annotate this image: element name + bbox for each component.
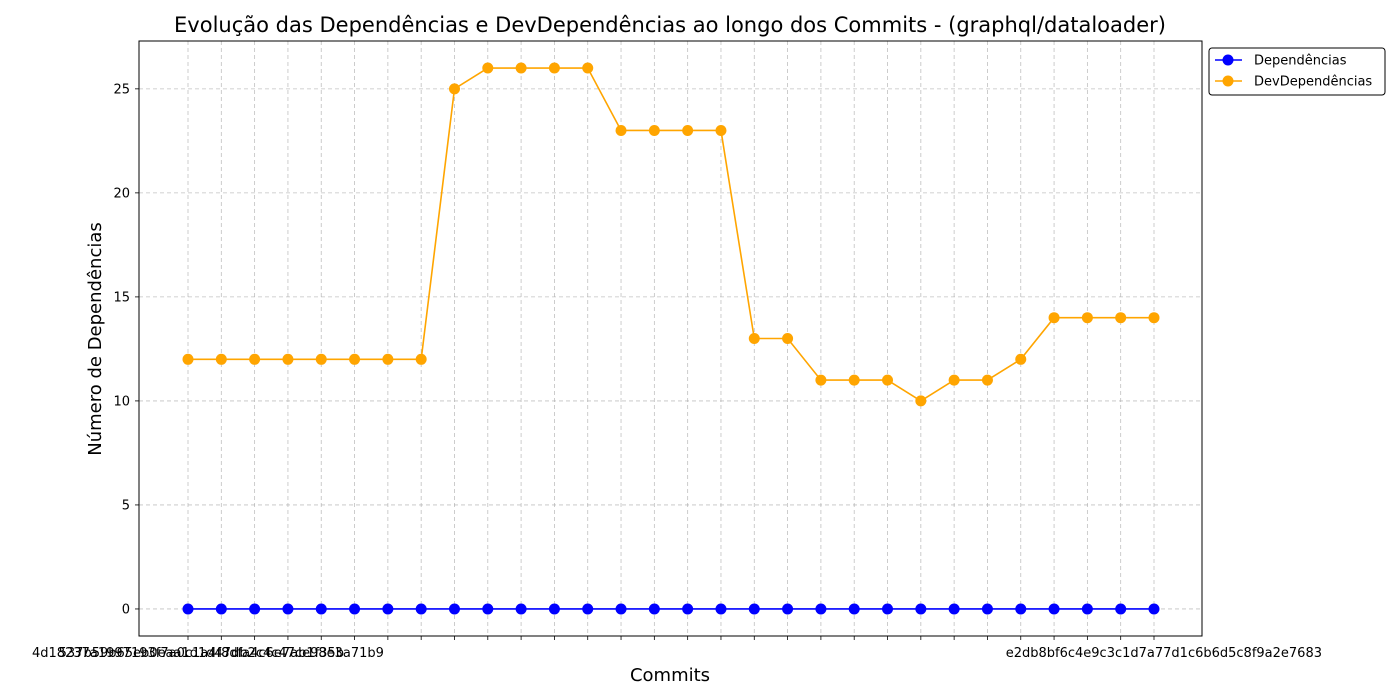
- data-point: [215, 603, 227, 615]
- y-tick-label: 25: [113, 82, 130, 97]
- data-point: [282, 353, 294, 365]
- data-point: [249, 353, 261, 365]
- legend-marker: [1222, 54, 1234, 66]
- series-line: [188, 67, 1154, 402]
- data-point: [915, 603, 927, 615]
- data-point: [515, 62, 527, 74]
- data-point: [648, 603, 660, 615]
- chart-title: Evolução das Dependências e DevDependênc…: [174, 13, 1166, 37]
- data-point: [715, 124, 727, 136]
- y-tick-label: 20: [113, 186, 130, 201]
- y-tick-label: 15: [113, 290, 130, 305]
- y-axis-ticks: 0 5 10 15 20 25: [113, 82, 139, 617]
- data-point: [315, 603, 327, 615]
- data-point: [415, 353, 427, 365]
- data-point: [1148, 603, 1160, 615]
- data-point: [1148, 312, 1160, 324]
- legend-label: Dependências: [1254, 54, 1347, 69]
- data-point: [382, 603, 394, 615]
- legend-box: [1208, 47, 1386, 96]
- data-point: [349, 603, 361, 615]
- data-point: [1081, 603, 1093, 615]
- data-point: [382, 353, 394, 365]
- data-point: [782, 333, 794, 344]
- data-point: [1048, 312, 1060, 324]
- data-point: [249, 603, 261, 615]
- data-point: [1115, 603, 1127, 615]
- data-point: [1115, 312, 1127, 324]
- data-point: [882, 603, 894, 615]
- x-tick-label: 4d18237a1997193f7a0c1a4f8dfa4c6e7ab1f35b: [32, 646, 344, 661]
- data-point: [482, 62, 494, 74]
- data-point: [948, 374, 960, 386]
- data-point: [315, 353, 327, 365]
- data-point: [715, 603, 727, 615]
- data-point: [582, 62, 594, 74]
- data-point: [1048, 603, 1060, 615]
- data-point: [981, 603, 993, 615]
- y-axis-label: Número de Dependências: [85, 222, 106, 456]
- data-point: [748, 333, 760, 344]
- data-point: [448, 83, 460, 95]
- x-tick-label: 537b59b65eb0eaa1d1d47db2c4c47ce98e3a71b9: [59, 646, 384, 661]
- data-point: [582, 603, 594, 615]
- legend-label: DevDependências: [1254, 75, 1372, 90]
- legend-marker: [1222, 75, 1234, 87]
- series-layer: [182, 62, 1160, 615]
- y-tick-label: 5: [122, 498, 130, 513]
- data-point: [815, 374, 827, 386]
- data-point: [282, 603, 294, 615]
- data-point: [782, 603, 794, 615]
- legend-entries: Dependências DevDependências: [1215, 54, 1372, 90]
- data-point: [615, 124, 627, 136]
- data-point: [682, 124, 694, 136]
- data-point: [848, 374, 860, 386]
- data-point: [1015, 603, 1027, 615]
- data-point: [548, 603, 560, 615]
- plot-frame: [138, 40, 1203, 637]
- x-axis-label: Commits: [630, 665, 710, 686]
- data-point: [815, 603, 827, 615]
- y-tick-label: 0: [122, 602, 130, 617]
- data-point: [548, 62, 560, 74]
- data-point: [948, 603, 960, 615]
- data-point: [182, 353, 194, 365]
- data-point: [415, 603, 427, 615]
- data-point: [182, 603, 194, 615]
- data-point: [1015, 353, 1027, 365]
- y-tick-label: 10: [113, 394, 130, 409]
- data-point: [981, 374, 993, 386]
- x-tick-label: e2db8bf6c4e9c3c1d7a77d1c6b6d5c8f9a2e7683: [1006, 646, 1322, 661]
- data-point: [448, 603, 460, 615]
- data-point: [748, 603, 760, 615]
- x-axis-ticks: 4d18237a1997193f7a0c1a4f8dfa4c6e7ab1f35b…: [32, 636, 1322, 661]
- data-point: [615, 603, 627, 615]
- data-point: [515, 603, 527, 615]
- data-point: [349, 353, 361, 365]
- data-point: [882, 374, 894, 386]
- data-point: [1081, 312, 1093, 324]
- data-point: [482, 603, 494, 615]
- data-point: [682, 603, 694, 615]
- data-point: [915, 395, 927, 407]
- data-point: [215, 353, 227, 365]
- legend: Dependências DevDependências: [1208, 47, 1386, 96]
- data-point: [648, 124, 660, 136]
- data-point: [848, 603, 860, 615]
